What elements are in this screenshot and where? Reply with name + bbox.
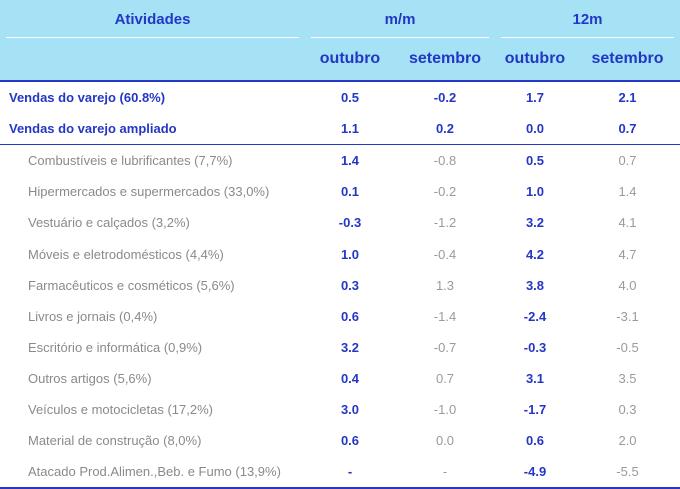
cell-mm-outubro: - <box>305 456 395 489</box>
table-row: Escritório e informática (0,9%) 3.2 -0.7… <box>0 332 680 363</box>
cell-mm-outubro: 0.1 <box>340 184 360 200</box>
cell-12m-setembro: -5.5 <box>575 456 680 489</box>
cell-12m-setembro: 4.0 <box>618 277 637 293</box>
cell-12m-outubro: 0.5 <box>525 153 545 169</box>
row-label: Hipermercados e supermercados (33,0%) <box>28 184 270 200</box>
header-12m-outubro: outubro <box>495 38 575 82</box>
table-row: Vestuário e calçados (3,2%) -0.3 -1.2 3.… <box>0 207 680 238</box>
cell-mm-outubro: 1.4 <box>340 153 360 169</box>
row-label: Material de construção (8,0%) <box>28 433 202 449</box>
cell-mm-outubro: 0.4 <box>340 370 360 386</box>
cell-12m-outubro: 0.6 <box>525 433 545 449</box>
table-row: Veículos e motocicletas (17,2%) 3.0 -1.0… <box>0 394 680 425</box>
table-row: Atacado Prod.Alimen.,Beb. e Fumo (13,9%)… <box>0 456 680 489</box>
cell-12m-setembro: -3.1 <box>616 308 639 324</box>
cell-12m-setembro: -0.5 <box>616 339 639 355</box>
row-label: Livros e jornais (0,4%) <box>28 308 158 324</box>
cell-12m-outubro: 3.8 <box>525 277 545 293</box>
cell-mm-setembro: -0.2 <box>433 90 457 106</box>
row-label: Outros artigos (5,6%) <box>28 370 152 386</box>
row-label: Atacado Prod.Alimen.,Beb. e Fumo (13,9%) <box>0 456 305 489</box>
row-label: Vendas do varejo ampliado <box>0 113 305 146</box>
cell-12m-outubro: 0.0 <box>495 113 575 146</box>
cell-mm-setembro: -0.7 <box>433 339 457 355</box>
cell-mm-outubro: 0.6 <box>340 433 360 449</box>
row-label: Móveis e eletrodomésticos (4,4%) <box>28 246 224 262</box>
cell-12m-outubro: 1.7 <box>525 90 545 106</box>
table-row: Hipermercados e supermercados (33,0%) 0.… <box>0 176 680 207</box>
cell-12m-setembro: 0.7 <box>575 113 680 146</box>
cell-12m-outubro: -1.7 <box>523 401 547 417</box>
cell-mm-setembro: -0.8 <box>433 153 457 169</box>
table-row: Outros artigos (5,6%) 0.4 0.7 3.1 3.5 <box>0 363 680 394</box>
cell-mm-setembro: 0.7 <box>435 370 455 386</box>
cell-mm-outubro: 3.2 <box>340 339 360 355</box>
cell-12m-setembro: 2.1 <box>618 90 637 106</box>
row-label: Escritório e informática (0,9%) <box>28 339 203 355</box>
row-label: Vestuário e calçados (3,2%) <box>28 215 190 231</box>
cell-12m-outubro: 1.0 <box>525 184 545 200</box>
table-row: Móveis e eletrodomésticos (4,4%) 1.0 -0.… <box>0 238 680 269</box>
header-12m-setembro: setembro <box>575 38 680 82</box>
header-mm-setembro: setembro <box>395 38 495 82</box>
header-row-months: outubro setembro outubro setembro <box>0 38 680 82</box>
cell-12m-setembro: 0.7 <box>618 153 637 169</box>
cell-mm-setembro: -1.0 <box>433 401 457 417</box>
row-label: Veículos e motocicletas (17,2%) <box>28 401 213 417</box>
table-row: Farmacêuticos e cosméticos (5,6%) 0.3 1.… <box>0 270 680 301</box>
cell-12m-setembro: 1.4 <box>618 184 637 200</box>
cell-mm-setembro: - <box>395 456 495 489</box>
table-row: Material de construção (8,0%) 0.6 0.0 0.… <box>0 425 680 456</box>
cell-12m-setembro: 3.5 <box>618 370 637 386</box>
header-group-12m: 12m <box>495 0 680 38</box>
cell-mm-setembro: 0.0 <box>435 433 455 449</box>
cell-mm-setembro: 1.3 <box>435 277 455 293</box>
header-atividades: Atividades <box>0 0 305 38</box>
cell-mm-setembro: -0.4 <box>433 246 457 262</box>
cell-12m-outubro: -0.3 <box>523 339 547 355</box>
cell-12m-outubro: 4.2 <box>525 246 545 262</box>
cell-12m-outubro: 3.2 <box>525 215 545 231</box>
table-row-varejo-ampliado: Vendas do varejo ampliado 1.1 0.2 0.0 0.… <box>0 113 680 146</box>
header-row-groups: Atividades m/m 12m <box>0 0 680 38</box>
cell-mm-outubro: 1.1 <box>305 113 395 146</box>
cell-12m-setembro: 4.7 <box>618 246 637 262</box>
header-mm-outubro: outubro <box>305 38 395 82</box>
header-group-mm: m/m <box>305 0 495 38</box>
cell-12m-setembro: 0.3 <box>618 401 637 417</box>
cell-mm-outubro: 0.6 <box>340 308 360 324</box>
cell-12m-setembro: 2.0 <box>618 433 637 449</box>
cell-mm-outubro: 1.0 <box>340 246 360 262</box>
row-label: Farmacêuticos e cosméticos (5,6%) <box>28 277 235 293</box>
cell-mm-outubro: -0.3 <box>338 215 362 231</box>
row-label: Vendas do varejo (60.8%) <box>9 90 166 106</box>
cell-mm-outubro: 3.0 <box>340 401 360 417</box>
cell-12m-outubro: -4.9 <box>495 456 575 489</box>
cell-mm-setembro: -1.4 <box>433 308 457 324</box>
cell-12m-outubro: -2.4 <box>523 308 547 324</box>
cell-12m-outubro: 3.1 <box>525 370 545 386</box>
cell-mm-outubro: 0.3 <box>340 277 360 293</box>
table-row: Livros e jornais (0,4%) 0.6 -1.4 -2.4 -3… <box>0 301 680 332</box>
cell-mm-setembro: -1.2 <box>433 215 457 231</box>
cell-mm-setembro: -0.2 <box>433 184 457 200</box>
row-label: Combustíveis e lubrificantes (7,7%) <box>28 153 233 169</box>
table-row: Combustíveis e lubrificantes (7,7%) 1.4 … <box>0 145 680 177</box>
table-row-varejo: Vendas do varejo (60.8%) 0.5 -0.2 1.7 2.… <box>0 81 680 113</box>
header-blank <box>0 38 305 82</box>
cell-12m-setembro: 4.1 <box>618 215 637 231</box>
cell-mm-outubro: 0.5 <box>340 90 360 106</box>
cell-mm-setembro: 0.2 <box>395 113 495 146</box>
